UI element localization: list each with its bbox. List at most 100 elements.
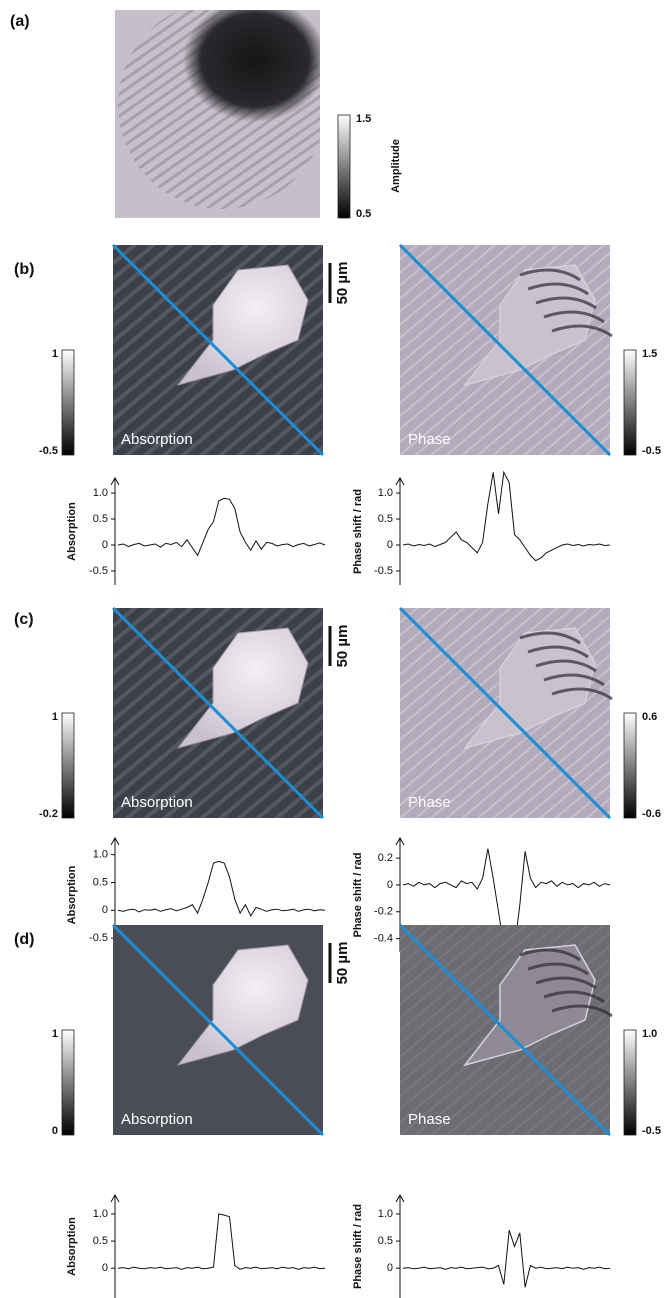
y-tick-label: 0.5 (378, 513, 393, 525)
colorbar-min-label: -0.2 (39, 808, 58, 820)
colorbar-min-label: 0.5 (356, 208, 371, 220)
axis-arrow (395, 476, 405, 486)
scale-bar-label: 50 µm (334, 625, 351, 668)
colorbar (61, 349, 75, 456)
y-tick-label: 0.5 (93, 876, 108, 888)
y-tick-label: 1.0 (93, 1208, 108, 1220)
y-tick-label: 1.0 (378, 1208, 393, 1220)
cell (176, 627, 309, 749)
y-tick-label: -0.5 (89, 932, 108, 944)
colorbar (337, 114, 351, 219)
cell-fringe (519, 268, 581, 282)
y-tick-label: 1.0 (378, 487, 393, 499)
cell (463, 944, 596, 1067)
colorbar-min-label: -0.5 (39, 445, 58, 457)
colorbar-max-label: 1 (52, 711, 58, 723)
image-label: Phase (408, 431, 451, 448)
y-tick-label: 0.2 (378, 852, 393, 864)
colorbar (623, 1029, 637, 1136)
image-label: Phase (408, 794, 451, 811)
y-tick-label: 0.5 (93, 1235, 108, 1247)
y-tick-label: 0 (102, 1262, 108, 1274)
colorbar-max-label: 1.5 (356, 113, 371, 125)
profile-line-marker (398, 606, 612, 820)
y-tick-label: -0.2 (374, 906, 393, 918)
colorbar-max-label: 1 (52, 348, 58, 360)
y-axis-label: Absorption (66, 1217, 78, 1276)
image-phase: Phase (398, 243, 613, 457)
profile-line (117, 497, 326, 557)
y-tick-label: 0 (387, 1262, 393, 1274)
scale-bar-label: 50 µm (334, 262, 351, 305)
axis-arrow (110, 836, 120, 846)
profile-line-marker (111, 606, 325, 820)
y-tick-label: -0.4 (374, 932, 393, 944)
colorbar-min-label: -0.5 (642, 445, 661, 457)
y-tick-label: 0 (102, 904, 108, 916)
y-axis-label: Phase shift / rad (352, 853, 364, 938)
cell (176, 944, 309, 1066)
profile-line-marker (111, 923, 325, 1137)
scale-bar-label: 50 µm (334, 942, 351, 985)
cell-fringe (543, 310, 605, 324)
y-tick-label: 1.0 (93, 487, 108, 499)
colorbar-min-label: 0 (52, 1125, 58, 1137)
profile-line-marker (111, 243, 325, 457)
y-tick-label: 1.0 (93, 849, 108, 861)
profile-line-marker (398, 923, 612, 1137)
colorbar-max-label: 1 (52, 1028, 58, 1040)
cell-fringe (527, 645, 589, 659)
y-tick-label: 0.5 (378, 1235, 393, 1247)
cell-fringe (543, 990, 605, 1004)
y-axis-label: Phase shift / rad (352, 489, 364, 574)
axis-arrow (395, 836, 405, 846)
y-axis-label: Absorption (66, 865, 78, 924)
image-absorption: Absorption (111, 606, 325, 820)
image-label: Absorption (121, 431, 193, 448)
cell-fringe (527, 282, 589, 296)
colorbar (623, 712, 637, 819)
cell-fringe (519, 631, 581, 645)
hologram-image (115, 10, 320, 218)
y-tick-label: -0.5 (374, 565, 393, 577)
cell-fringe (551, 687, 613, 701)
cell-fringe (527, 962, 589, 976)
colorbar-title: Amplitude (390, 139, 402, 193)
image-label: Absorption (121, 1111, 193, 1128)
panel-label: (a) (10, 13, 30, 30)
colorbar-min-label: -0.5 (642, 1125, 661, 1137)
image-absorption: Absorption (111, 243, 325, 457)
profile-line-marker (398, 243, 612, 457)
cell-fringe (551, 1004, 613, 1018)
y-axis-label: Phase shift / rad (352, 1204, 364, 1289)
colorbar-max-label: 1.5 (642, 348, 657, 360)
image-label: Absorption (121, 794, 193, 811)
profile-line (117, 1213, 326, 1270)
image-absorption: Absorption (111, 923, 325, 1137)
colorbar-min-label: -0.6 (642, 808, 661, 820)
colorbar (61, 1029, 75, 1136)
profile-line (402, 470, 611, 562)
cell (176, 264, 309, 386)
cell-fringe (519, 948, 581, 962)
colorbar (623, 349, 637, 456)
profile-line (402, 1230, 611, 1288)
y-tick-label: -0.5 (89, 565, 108, 577)
y-tick-label: 0.5 (93, 513, 108, 525)
colorbar (61, 712, 75, 819)
image-phase: Phase (398, 606, 613, 820)
axis-arrow (395, 1193, 405, 1203)
cell (463, 627, 596, 750)
colorbar-max-label: 0.6 (642, 711, 657, 723)
cell (463, 264, 596, 387)
panel-label: (c) (14, 611, 34, 628)
axis-arrow (110, 1193, 120, 1203)
cell-fringe (551, 324, 613, 338)
panel-label: (b) (14, 261, 34, 278)
y-tick-label: 0 (387, 879, 393, 891)
y-tick-label: 0 (387, 539, 393, 551)
cell-fringe (535, 296, 597, 310)
colorbar-max-label: 1.0 (642, 1028, 657, 1040)
cell-fringe (543, 673, 605, 687)
